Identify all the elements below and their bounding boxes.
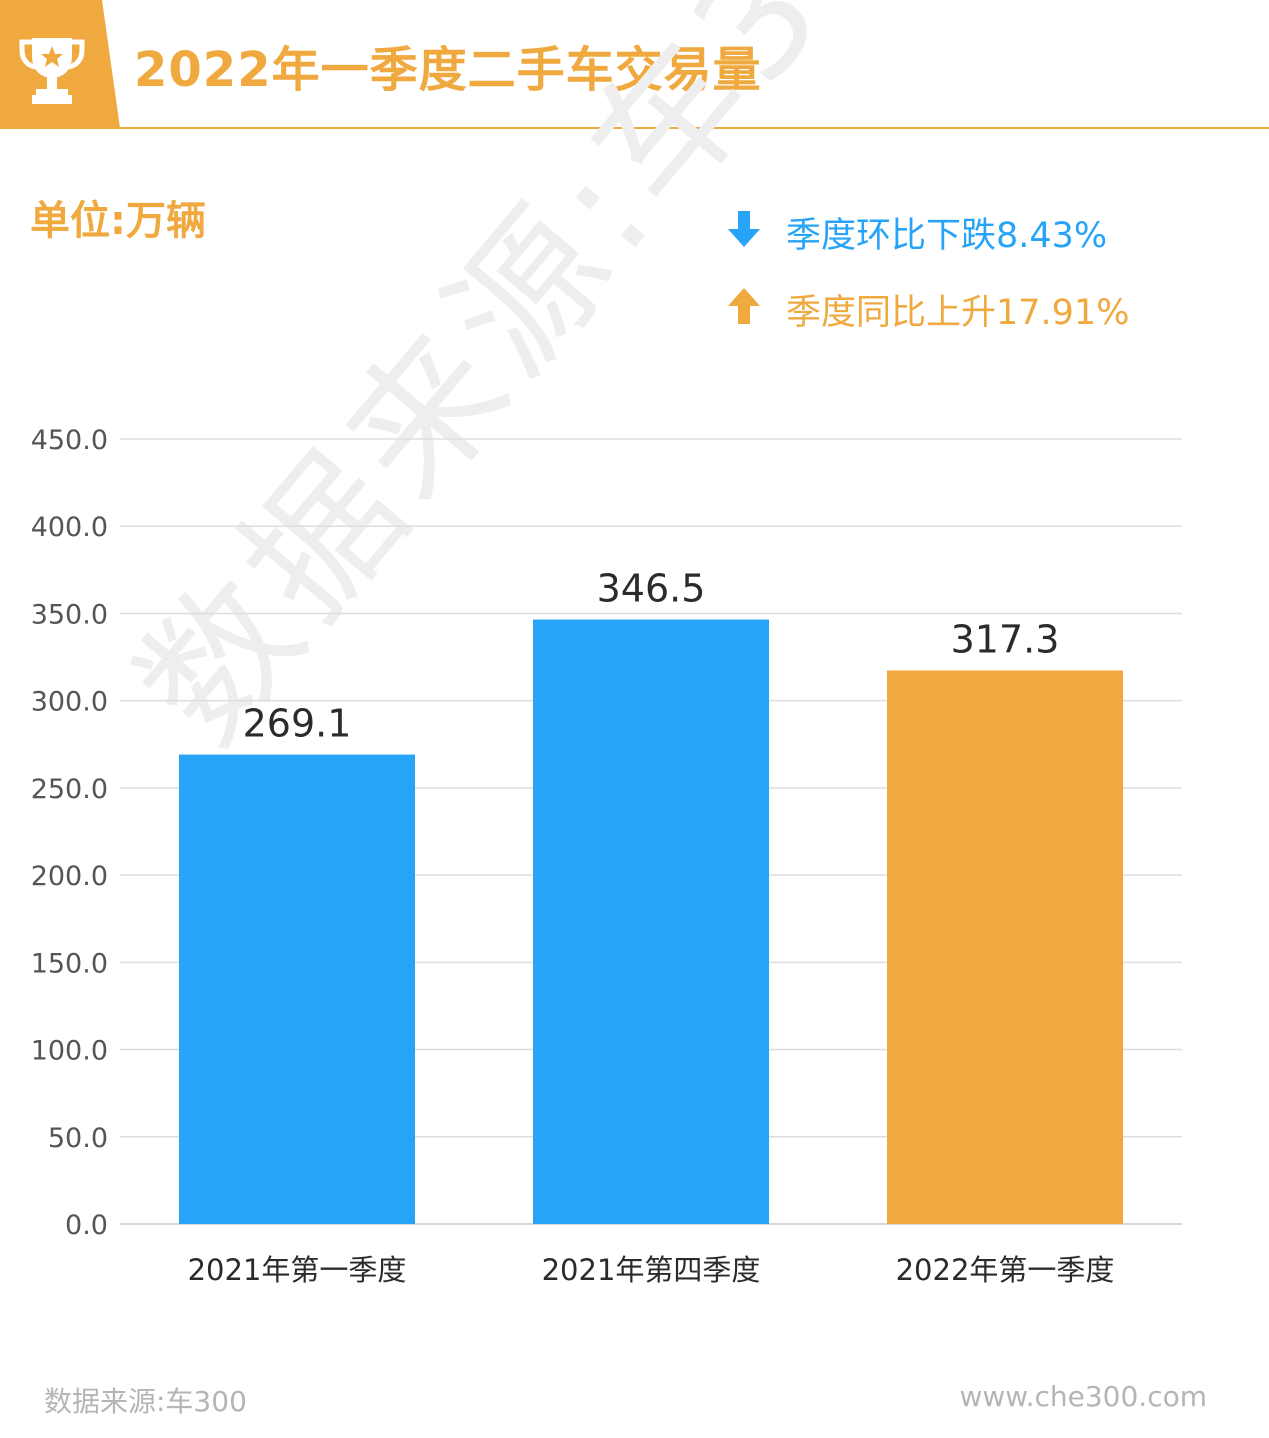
stat-qoq-text: 季度环比下跌8.43% xyxy=(786,216,1108,256)
chart-title: 2022年一季度二手车交易量 xyxy=(134,42,762,98)
y-tick-label: 100.0 xyxy=(31,1036,108,1067)
y-tick-label: 450.0 xyxy=(31,425,108,456)
arrow-down-icon xyxy=(728,211,760,247)
unit-label: 单位:万辆 xyxy=(30,198,206,244)
data-label: 269.1 xyxy=(243,702,352,746)
y-tick-label: 300.0 xyxy=(31,687,108,718)
y-tick-label: 150.0 xyxy=(31,948,108,979)
x-category-label: 2021年第一季度 xyxy=(188,1253,407,1287)
stat-yoy-text: 季度同比上升17.91% xyxy=(786,293,1130,333)
x-category-label: 2022年第一季度 xyxy=(896,1253,1115,1287)
bar xyxy=(179,754,415,1224)
bar-chart: 0.0 50.0 100.0 150.0 200.0 250.0 300.0 350.0 400… xyxy=(31,425,1182,1287)
data-label: 346.5 xyxy=(597,567,706,611)
trophy-icon xyxy=(19,38,85,104)
header-divider xyxy=(0,127,1269,129)
y-tick-label: 50.0 xyxy=(48,1123,108,1154)
y-tick-label: 250.0 xyxy=(31,774,108,805)
y-tick-label: 400.0 xyxy=(31,512,108,543)
footer-source: 数据来源:车300 xyxy=(44,1385,247,1418)
y-tick-label: 0.0 xyxy=(65,1210,108,1241)
x-category-label: 2021年第四季度 xyxy=(542,1253,761,1287)
bar xyxy=(887,670,1123,1224)
bar xyxy=(533,619,769,1224)
data-label: 317.3 xyxy=(951,617,1060,661)
footer-site: www.che300.com xyxy=(959,1380,1207,1413)
arrow-up-icon xyxy=(728,288,760,324)
header: 2022年一季度二手车交易量 xyxy=(0,0,1269,130)
y-tick-label: 350.0 xyxy=(31,599,108,630)
y-tick-label: 200.0 xyxy=(31,861,108,892)
